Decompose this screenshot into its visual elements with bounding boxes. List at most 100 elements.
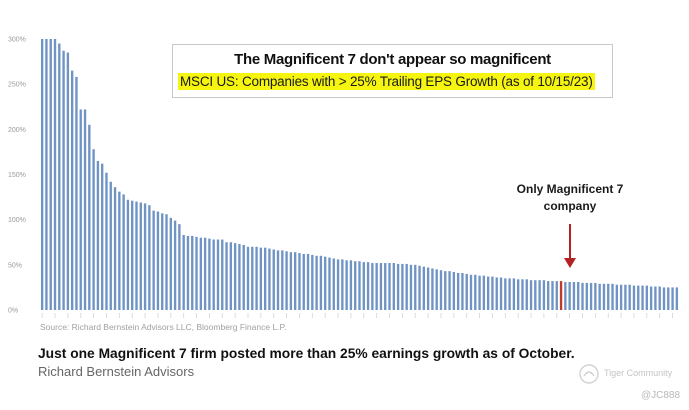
bar: [229, 242, 233, 310]
y-axis: 0% 50% 100% 150% 200% 250% 300%: [8, 37, 26, 315]
bar: [221, 239, 224, 310]
annotation-arrow: [564, 224, 576, 268]
bar: [598, 283, 601, 310]
bar: [122, 194, 125, 310]
bar: [632, 285, 636, 310]
bar: [594, 282, 597, 310]
bar: [426, 267, 430, 310]
bar: [255, 246, 258, 310]
bar: [508, 278, 511, 310]
bar: [547, 281, 550, 310]
bar: [208, 238, 211, 310]
bar: [182, 235, 185, 310]
bar: [362, 262, 365, 310]
bar: [401, 263, 404, 310]
bar: [126, 199, 130, 310]
bar: [272, 249, 275, 310]
bar: [45, 39, 48, 310]
bar: [49, 39, 52, 310]
bar: [529, 280, 533, 310]
bar: [465, 273, 468, 310]
bar: [641, 285, 644, 310]
bar: [654, 286, 657, 310]
bar: [414, 264, 417, 310]
source-note: Source: Richard Bernstein Advisors LLC, …: [40, 322, 287, 332]
bar: [341, 259, 344, 310]
bar: [268, 248, 271, 310]
bar: [542, 280, 546, 310]
bar: [405, 263, 408, 310]
bar: [259, 247, 263, 310]
bar: [263, 247, 267, 310]
bar: [482, 275, 486, 310]
bar: [384, 263, 387, 310]
bar: [319, 255, 323, 310]
bar: [577, 282, 580, 310]
chart-title-box: The Magnificent 7 don't appear so magnif…: [172, 44, 613, 98]
bar: [70, 70, 74, 311]
bar: [607, 283, 610, 310]
bar: [354, 261, 357, 310]
bar: [92, 149, 95, 310]
bar: [113, 187, 117, 310]
bar: [199, 237, 202, 310]
y-tick-label: 100%: [8, 217, 26, 224]
bar: [178, 224, 181, 310]
watermark-user: @JC888: [641, 390, 681, 401]
bar: [662, 287, 666, 310]
bar: [40, 39, 44, 310]
bar: [486, 276, 490, 310]
bar: [418, 265, 421, 310]
x-axis: [41, 313, 673, 318]
bar: [311, 254, 314, 310]
bar: [555, 281, 558, 310]
bar: [375, 263, 378, 310]
bar: [667, 287, 670, 310]
bar: [139, 202, 142, 310]
bar: [422, 266, 426, 310]
bar: [148, 205, 151, 310]
chart-subtitle: MSCI US: Companies with > 25% Trailing E…: [178, 73, 595, 90]
bar: [289, 252, 293, 310]
y-tick-label: 300%: [8, 37, 26, 44]
bar: [58, 43, 61, 311]
bar: [504, 278, 507, 310]
y-tick-label: 200%: [8, 127, 26, 134]
chart-annotation: Only Magnificent 7 company: [516, 182, 624, 213]
bar: [589, 282, 593, 310]
bar: [538, 280, 541, 310]
tiger-logo-icon: [579, 364, 599, 384]
bar: [251, 246, 254, 310]
bar: [324, 256, 327, 310]
bar: [551, 281, 554, 310]
bar: [298, 253, 301, 310]
bar: [302, 253, 305, 310]
bar: [456, 272, 460, 310]
chart-title: The Magnificent 7 don't appear so magnif…: [234, 51, 551, 68]
y-tick-label: 50%: [8, 262, 22, 269]
bar: [525, 279, 528, 310]
bar: [212, 239, 215, 310]
bar: [281, 250, 284, 310]
y-tick-label: 150%: [8, 172, 26, 179]
watermark-brand: Tiger Community: [604, 368, 673, 378]
bar: [564, 282, 567, 310]
bar: [517, 279, 520, 310]
bar: [469, 274, 473, 310]
y-tick-label: 0%: [8, 308, 18, 315]
bar: [118, 191, 121, 310]
bar: [88, 124, 91, 310]
bar: [671, 287, 674, 310]
bar: [276, 250, 280, 310]
bar: [439, 270, 443, 310]
bar: [345, 260, 348, 310]
bar: [658, 286, 661, 310]
bar: [611, 283, 614, 310]
bar: [581, 282, 584, 310]
bar: [645, 285, 649, 310]
bar: [238, 244, 241, 310]
bar: [109, 181, 112, 310]
bar: [602, 283, 606, 310]
bar: [246, 246, 250, 310]
bar: [156, 211, 160, 310]
